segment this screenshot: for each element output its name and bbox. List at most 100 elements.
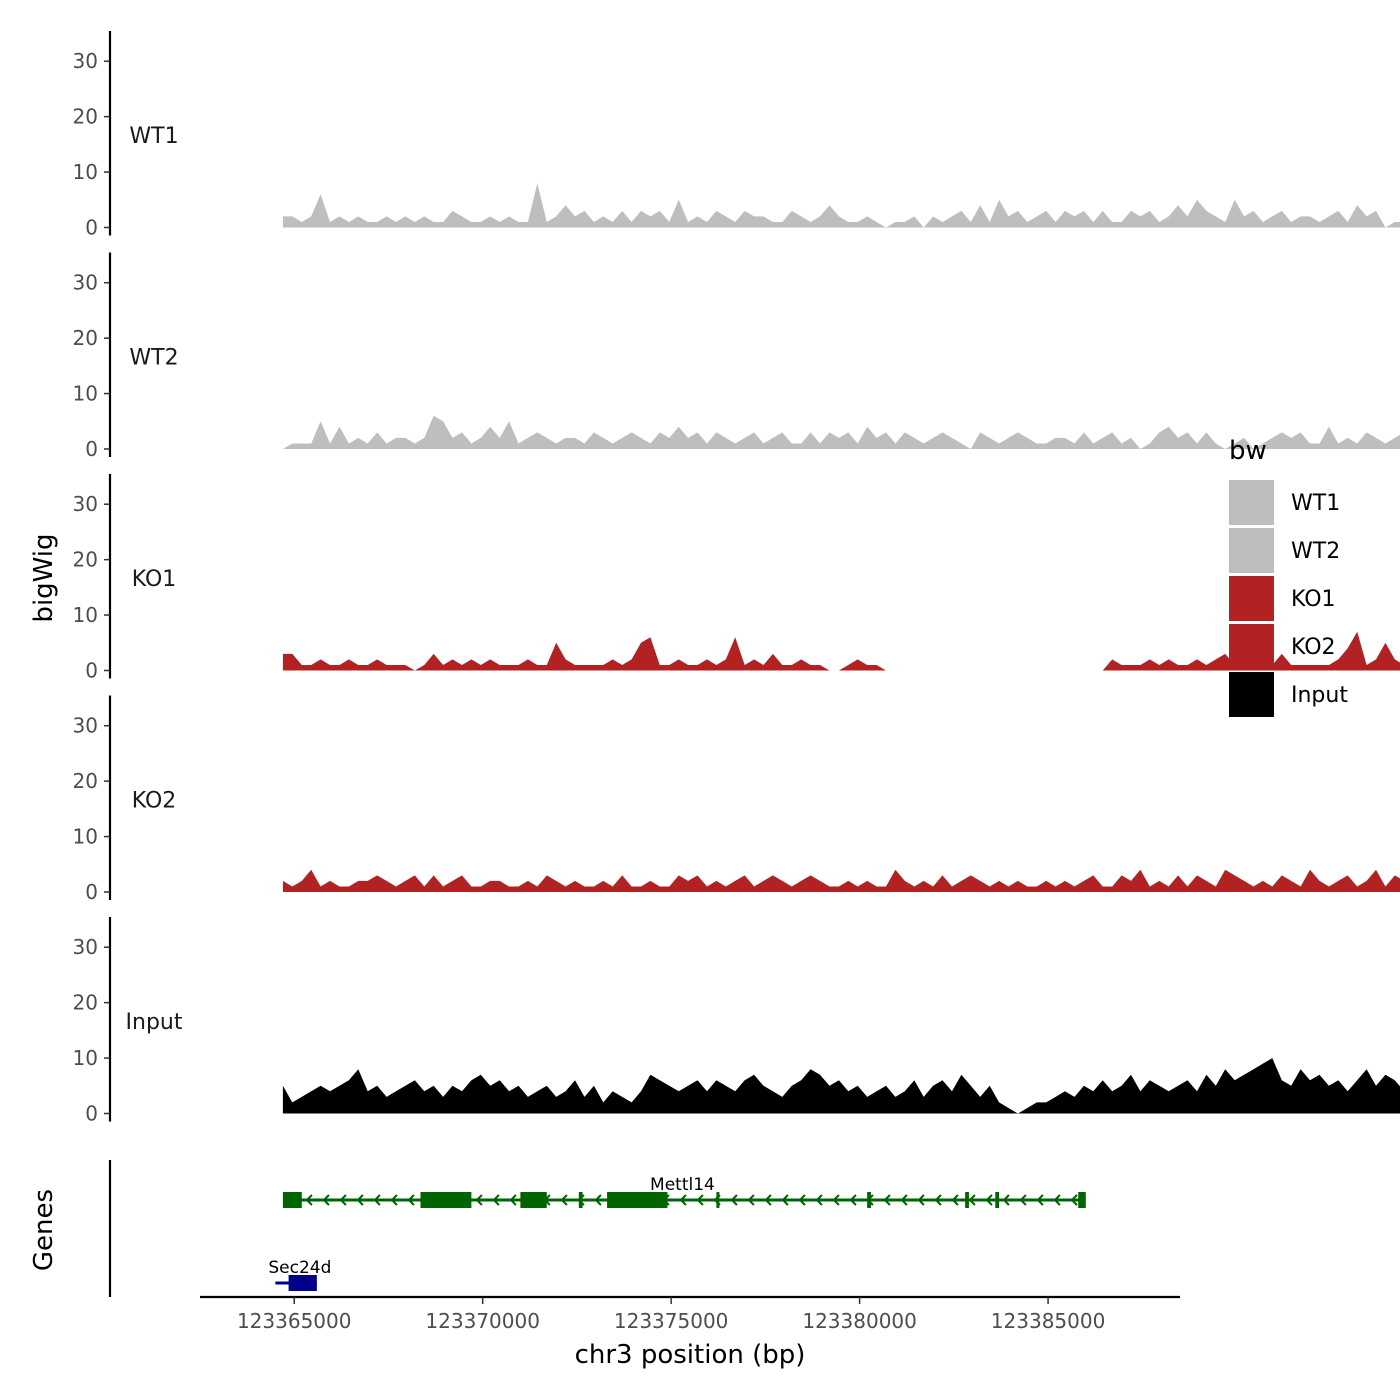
strand-arrow: [594, 1194, 602, 1206]
strand-arrow: [849, 1194, 857, 1206]
strand-arrow: [560, 1194, 568, 1206]
y-tick-label: 20: [73, 769, 98, 793]
exon: [1078, 1192, 1086, 1208]
strand-arrow: [730, 1194, 738, 1206]
exon: [420, 1192, 472, 1208]
y-tick-label: 0: [85, 880, 98, 904]
strand-arrow: [390, 1194, 398, 1206]
y-tick-label: 20: [73, 105, 98, 129]
strand-arrow: [475, 1194, 483, 1206]
strand-arrow: [934, 1194, 942, 1206]
y-tick-label: 20: [73, 991, 98, 1015]
legend-label: Input: [1291, 683, 1348, 708]
strand-arrow: [798, 1194, 806, 1206]
track-wt1: 0 10 20 30 WT1: [73, 31, 1400, 240]
legend-swatch-wt1: [1229, 480, 1274, 525]
strand-arrow: [373, 1194, 381, 1206]
legend-label: KO1: [1291, 587, 1336, 612]
y-tick-label: 30: [73, 271, 98, 295]
track-ko2: 0 10 20 30 KO2: [73, 695, 1400, 904]
gene-sec24d: Sec24d: [268, 1258, 331, 1291]
gene-mettl14: Mettl14: [282, 1175, 1086, 1208]
exon: [607, 1192, 641, 1208]
strand-arrow: [356, 1194, 364, 1206]
track-label: KO1: [132, 567, 177, 592]
y-tick-label: 30: [73, 492, 98, 516]
x-tick-label: 123365000: [237, 1309, 352, 1333]
legend-swatch-input: [1229, 672, 1274, 717]
exon: [282, 1192, 302, 1208]
strand-arrow: [1053, 1194, 1061, 1206]
x-tick-label: 123375000: [614, 1309, 729, 1333]
legend-swatch-ko1: [1229, 576, 1274, 621]
strand-arrow: [407, 1194, 415, 1206]
area-ko2: [282, 869, 1400, 892]
legend-label: KO2: [1291, 635, 1336, 660]
strand-arrow: [509, 1194, 517, 1206]
area-input: [282, 1058, 1400, 1114]
y-tick-label: 30: [73, 714, 98, 738]
x-tick-label: 123380000: [802, 1309, 917, 1333]
y-tick-label: 0: [85, 216, 98, 240]
exon: [965, 1192, 969, 1208]
strand-arrow: [305, 1194, 313, 1206]
y-tick-label: 10: [73, 160, 98, 184]
track-label: WT1: [129, 124, 178, 149]
track-input: 0 10 20 30 Input: [73, 917, 1400, 1126]
y-tick-label: 20: [73, 548, 98, 572]
area-wt1: [282, 183, 1400, 228]
track-label: Input: [126, 1010, 183, 1035]
legend-swatch-ko2: [1229, 624, 1274, 669]
exon: [641, 1192, 668, 1208]
y-axis-label: bigWig: [29, 533, 59, 622]
x-tick-label: 123370000: [425, 1309, 540, 1333]
legend-label: WT2: [1291, 539, 1340, 564]
x-axis: 123365000 123370000 123375000 123380000 1233…: [200, 1295, 1180, 1333]
area-wt2: [282, 415, 1400, 449]
genes-panel: Mettl14 Sec24d: [108, 1160, 1086, 1297]
exon: [288, 1275, 317, 1291]
strand-arrow: [1070, 1194, 1078, 1206]
strand-arrow: [900, 1194, 908, 1206]
strand-arrow: [917, 1194, 925, 1206]
gene-label: Sec24d: [268, 1258, 331, 1278]
strand-arrow: [951, 1194, 959, 1206]
exon: [716, 1192, 720, 1208]
y-tick-label: 0: [85, 659, 98, 683]
strand-arrow: [1002, 1194, 1010, 1206]
strand-arrow: [764, 1194, 772, 1206]
x-tick-label: 123385000: [991, 1309, 1106, 1333]
exon: [995, 1192, 1000, 1208]
strand-arrow: [1036, 1194, 1044, 1206]
gene-label: Mettl14: [650, 1175, 715, 1195]
exon: [520, 1192, 547, 1208]
exon: [867, 1192, 871, 1208]
track-panels: 0 10 20 30 WT1 0 10 20 30 WT2 0 10 20 30 KO1 0 10 20 30 KO2…: [73, 31, 1400, 1126]
strand-arrow: [883, 1194, 891, 1206]
y-tick-label: 10: [73, 382, 98, 406]
area-ko1: [282, 631, 1400, 671]
legend-swatch-wt2: [1229, 528, 1274, 573]
strand-arrow: [1019, 1194, 1027, 1206]
strand-arrow: [815, 1194, 823, 1206]
legend-title: bw: [1229, 436, 1267, 466]
strand-arrow: [696, 1194, 704, 1206]
strand-arrow: [339, 1194, 347, 1206]
x-axis-label: chr3 position (bp): [575, 1340, 806, 1370]
y-tick-label: 20: [73, 326, 98, 350]
exon: [578, 1192, 583, 1208]
legend: bw WT1 WT2 KO1 KO2 Input: [1229, 436, 1348, 717]
track-label: KO2: [132, 789, 177, 814]
strand-arrow: [781, 1194, 789, 1206]
y-tick-label: 10: [73, 825, 98, 849]
y-tick-label: 10: [73, 603, 98, 627]
legend-label: WT1: [1291, 491, 1340, 516]
strand-arrow: [985, 1194, 993, 1206]
genes-axis-label: Genes: [29, 1189, 59, 1271]
y-tick-label: 10: [73, 1046, 98, 1070]
strand-arrow: [322, 1194, 330, 1206]
track-label: WT2: [129, 346, 178, 371]
y-tick-label: 30: [73, 49, 98, 73]
y-tick-label: 0: [85, 1102, 98, 1126]
